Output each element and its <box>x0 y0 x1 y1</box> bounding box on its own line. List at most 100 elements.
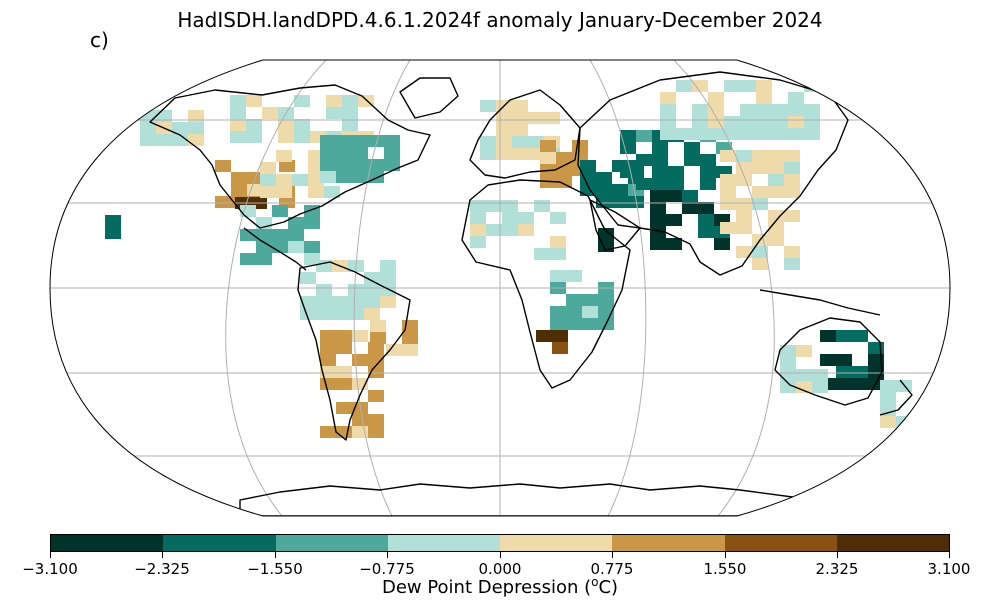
anomaly-cell <box>368 426 384 438</box>
anomaly-cell <box>550 270 566 282</box>
anomaly-cell <box>676 128 692 140</box>
anomaly-cell <box>660 104 676 116</box>
anomaly-cell <box>534 200 550 212</box>
anomaly-cell <box>668 178 684 190</box>
anomaly-cell <box>692 104 708 116</box>
anomaly-cell <box>852 378 868 390</box>
anomaly-cell <box>518 212 534 224</box>
anomaly-cell <box>486 224 502 236</box>
colorbar-bin-2 <box>163 535 276 551</box>
anomaly-cell <box>552 342 568 354</box>
anomaly-cell <box>676 80 692 92</box>
anomaly-cell <box>470 236 486 248</box>
anomaly-cell <box>544 112 560 124</box>
anomaly-cell <box>692 80 708 92</box>
anomaly-cells <box>105 80 912 438</box>
anomaly-cell <box>352 354 368 366</box>
anomaly-cell <box>140 134 156 146</box>
anomaly-cell <box>105 215 121 227</box>
anomaly-cell <box>348 308 364 320</box>
anomaly-cell <box>502 212 518 224</box>
anomaly-cell <box>724 116 740 128</box>
colorbar-tick <box>500 552 501 558</box>
anomaly-cell <box>380 296 396 308</box>
anomaly-cell <box>279 160 295 172</box>
anomaly-cell <box>386 344 402 356</box>
anomaly-cell <box>352 171 368 183</box>
anomaly-cell <box>700 166 716 178</box>
anomaly-cell <box>756 104 772 116</box>
anomaly-cell <box>336 171 352 183</box>
anomaly-cell <box>294 131 310 143</box>
anomaly-cell <box>246 119 262 131</box>
anomaly-cell <box>348 296 364 308</box>
anomaly-cell <box>756 116 772 128</box>
anomaly-cell <box>700 178 716 190</box>
anomaly-cell <box>784 258 800 270</box>
anomaly-cell <box>140 122 156 134</box>
colorbar-tick-label: 1.550 <box>703 560 747 578</box>
anomaly-cell <box>402 344 418 356</box>
anomaly-cell <box>796 345 812 357</box>
anomaly-cell <box>650 190 666 202</box>
anomaly-cell <box>660 116 676 128</box>
anomaly-cell <box>650 202 666 214</box>
antarctica-coast <box>239 483 801 516</box>
colorbar-bin-1 <box>51 535 164 551</box>
anomaly-cell <box>480 148 496 160</box>
anomaly-cell <box>880 404 896 416</box>
anomaly-cell <box>348 284 364 296</box>
anomaly-cell <box>247 184 263 196</box>
anomaly-cell <box>332 296 348 308</box>
anomaly-cell <box>294 119 310 131</box>
anomaly-cell <box>540 140 556 152</box>
anomaly-cell <box>788 104 804 116</box>
anomaly-cell <box>660 92 676 104</box>
anomaly-cell <box>752 246 768 258</box>
anomaly-cell <box>188 122 204 134</box>
anomaly-cell <box>780 369 796 381</box>
anomaly-cell <box>596 184 612 196</box>
anomaly-cell <box>308 186 324 198</box>
anomaly-cell <box>666 238 682 250</box>
anomaly-cell <box>278 119 294 131</box>
anomaly-cell <box>780 381 796 393</box>
anomaly-cell <box>246 95 262 107</box>
anomaly-cell <box>720 222 736 234</box>
anomaly-cell <box>292 174 308 186</box>
anomaly-cell <box>698 226 714 238</box>
anomaly-cell <box>708 128 724 140</box>
anomaly-cell <box>684 154 700 166</box>
anomaly-cell <box>336 378 352 390</box>
anomaly-cell <box>550 248 566 260</box>
anomaly-cell <box>880 416 896 428</box>
colorbar-bin-5 <box>500 535 613 551</box>
anomaly-cell <box>708 116 724 128</box>
anomaly-cell <box>368 354 384 366</box>
anomaly-cell <box>852 330 868 342</box>
anomaly-cell <box>320 354 336 366</box>
anomaly-cell <box>320 135 336 147</box>
anomaly-cell <box>804 116 820 128</box>
anomaly-cell <box>652 142 668 154</box>
anomaly-cell <box>352 147 368 159</box>
anomaly-cell <box>304 217 320 229</box>
anomaly-cell <box>370 320 386 332</box>
anomaly-cell <box>336 147 352 159</box>
arabia-coast <box>589 199 641 251</box>
anomaly-cell <box>720 150 736 162</box>
anomaly-cell <box>740 128 756 140</box>
anomaly-cell <box>384 135 400 147</box>
anomaly-cell <box>852 366 868 378</box>
colorbar-tick <box>725 552 726 558</box>
anomaly-cell <box>316 296 332 308</box>
anomaly-cell <box>720 186 736 198</box>
anomaly-cell <box>512 148 528 160</box>
anomaly-cell <box>550 236 566 248</box>
map-frame <box>49 59 951 517</box>
anomaly-cell <box>652 166 668 178</box>
anomaly-cell <box>666 214 682 226</box>
anomaly-cell <box>512 124 528 136</box>
anomaly-cell <box>470 212 486 224</box>
colorbar-bin-8 <box>836 535 949 551</box>
